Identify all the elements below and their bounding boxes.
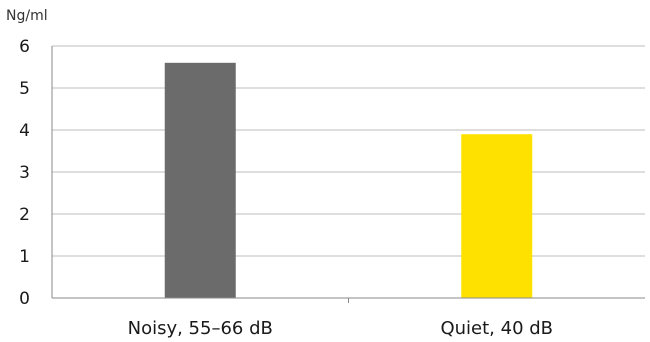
- axes: [51, 46, 645, 303]
- y-axis-unit-label: Ng/ml: [6, 8, 48, 24]
- bar-quiet: [461, 134, 533, 298]
- x-category-label: Noisy, 55–66 dB: [128, 318, 273, 339]
- y-tick-label: 2: [19, 205, 30, 225]
- bars: [164, 62, 533, 298]
- tick-labels: 0 1 2 3 4 5 6 Noisy, 55–66 dB Quiet, 40 dB: [19, 37, 553, 339]
- y-tick-label: 4: [19, 121, 30, 141]
- bar-noisy: [164, 62, 236, 298]
- x-category-label: Quiet, 40 dB: [440, 318, 553, 339]
- gridlines: [52, 45, 645, 257]
- y-tick-label: 5: [19, 79, 30, 99]
- y-tick-label: 3: [19, 163, 30, 183]
- y-tick-label: 0: [19, 289, 30, 309]
- y-tick-label: 1: [19, 247, 30, 267]
- y-tick-label: 6: [19, 37, 30, 57]
